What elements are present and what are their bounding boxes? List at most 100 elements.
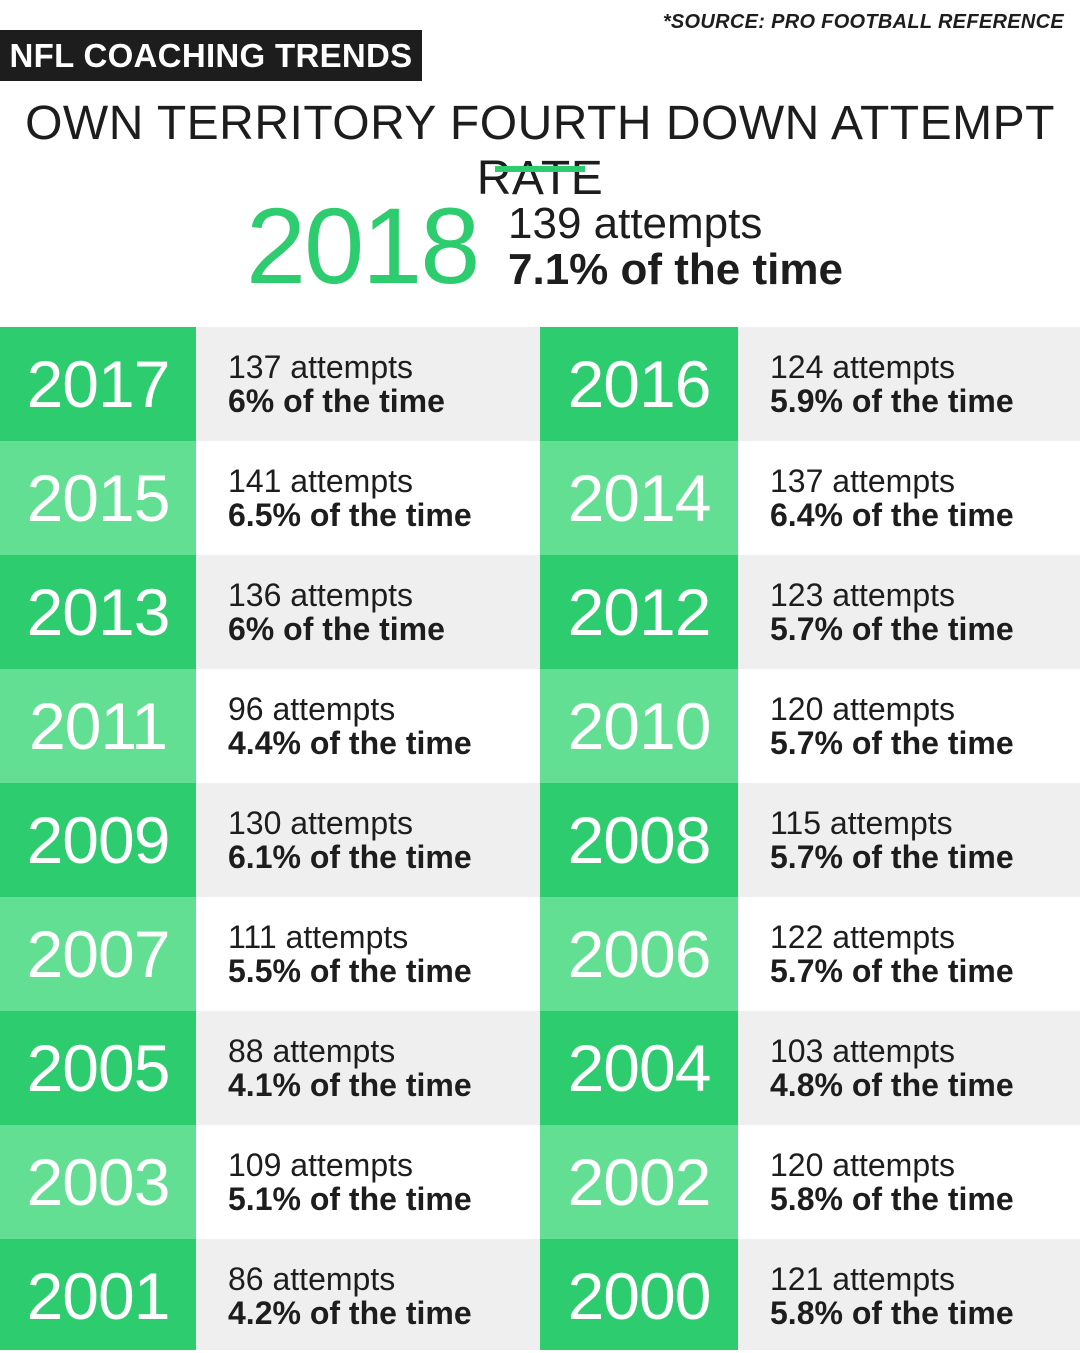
- season-year: 2008: [540, 783, 749, 897]
- season-year: 2017: [0, 327, 207, 441]
- season-card: 2012 123 attempts 5.7% of the time: [540, 555, 1080, 669]
- season-rate: 4.4% of the time: [228, 725, 472, 761]
- season-rate: 6.4% of the time: [770, 497, 1014, 533]
- featured-attempts: 139 attempts: [508, 199, 763, 248]
- season-card: 2011 96 attempts 4.4% of the time: [0, 669, 540, 783]
- season-rate: 6.1% of the time: [228, 839, 472, 875]
- season-card: 2014 137 attempts 6.4% of the time: [540, 441, 1080, 555]
- season-stats: 115 attempts 5.7% of the time: [738, 783, 1080, 897]
- season-attempts: 88 attempts: [228, 1033, 396, 1069]
- season-rate: 5.7% of the time: [770, 725, 1014, 761]
- season-row: 2007 111 attempts 5.5% of the time 2006 …: [0, 897, 1080, 1011]
- season-attempts: 121 attempts: [770, 1261, 955, 1297]
- season-attempts: 141 attempts: [228, 463, 413, 499]
- season-rate: 5.7% of the time: [770, 839, 1014, 875]
- season-rate: 4.2% of the time: [228, 1295, 472, 1331]
- season-year: 2000: [540, 1239, 749, 1350]
- season-rate: 5.1% of the time: [228, 1181, 472, 1217]
- season-row: 2001 86 attempts 4.2% of the time 2000 1…: [0, 1239, 1080, 1350]
- season-year: 2015: [0, 441, 207, 555]
- season-attempts: 136 attempts: [228, 577, 413, 613]
- season-stats: 123 attempts 5.7% of the time: [738, 555, 1080, 669]
- season-stats: 122 attempts 5.7% of the time: [738, 897, 1080, 1011]
- season-card: 2002 120 attempts 5.8% of the time: [540, 1125, 1080, 1239]
- season-stats: 111 attempts 5.5% of the time: [196, 897, 540, 1011]
- season-attempts: 86 attempts: [228, 1261, 396, 1297]
- season-stats: 88 attempts 4.1% of the time: [196, 1011, 540, 1125]
- season-card: 2015 141 attempts 6.5% of the time: [0, 441, 540, 555]
- season-card: 2017 137 attempts 6% of the time: [0, 327, 540, 441]
- season-card: 2004 103 attempts 4.8% of the time: [540, 1011, 1080, 1125]
- featured-season: 2018 139 attempts 7.1% of the time: [0, 186, 1080, 306]
- season-rate: 6.5% of the time: [228, 497, 472, 533]
- season-attempts: 130 attempts: [228, 805, 413, 841]
- season-year: 2004: [540, 1011, 749, 1125]
- season-row: 2003 109 attempts 5.1% of the time 2002 …: [0, 1125, 1080, 1239]
- season-attempts: 120 attempts: [770, 1147, 955, 1183]
- season-attempts: 124 attempts: [770, 349, 955, 385]
- season-row: 2011 96 attempts 4.4% of the time 2010 1…: [0, 669, 1080, 783]
- season-attempts: 122 attempts: [770, 919, 955, 955]
- season-year: 2003: [0, 1125, 207, 1239]
- season-year: 2007: [0, 897, 207, 1011]
- season-grid: 2017 137 attempts 6% of the time 2016 12…: [0, 327, 1080, 1350]
- season-rate: 6% of the time: [228, 611, 445, 647]
- season-year: 2013: [0, 555, 207, 669]
- season-stats: 141 attempts 6.5% of the time: [196, 441, 540, 555]
- season-rate: 6% of the time: [228, 383, 445, 419]
- source-note: *SOURCE: PRO FOOTBALL REFERENCE: [662, 11, 1064, 33]
- season-stats: 120 attempts 5.7% of the time: [738, 669, 1080, 783]
- season-year: 2002: [540, 1125, 749, 1239]
- season-year: 2005: [0, 1011, 207, 1125]
- season-card: 2010 120 attempts 5.7% of the time: [540, 669, 1080, 783]
- season-stats: 86 attempts 4.2% of the time: [196, 1239, 540, 1350]
- season-row: 2009 130 attempts 6.1% of the time 2008 …: [0, 783, 1080, 897]
- season-attempts: 115 attempts: [770, 805, 953, 841]
- season-card: 2006 122 attempts 5.7% of the time: [540, 897, 1080, 1011]
- season-year: 2012: [540, 555, 749, 669]
- season-row: 2005 88 attempts 4.1% of the time 2004 1…: [0, 1011, 1080, 1125]
- season-rate: 4.8% of the time: [770, 1067, 1014, 1103]
- season-year: 2014: [540, 441, 749, 555]
- season-stats: 137 attempts 6% of the time: [196, 327, 540, 441]
- season-attempts: 120 attempts: [770, 691, 955, 727]
- season-stats: 136 attempts 6% of the time: [196, 555, 540, 669]
- season-card: 2001 86 attempts 4.2% of the time: [0, 1239, 540, 1350]
- category-tag: NFL COACHING TRENDS: [0, 30, 422, 81]
- page-title: OWN TERRITORY FOURTH DOWN ATTEMPT RATE: [25, 97, 1055, 205]
- season-card: 2009 130 attempts 6.1% of the time: [0, 783, 540, 897]
- season-rate: 4.1% of the time: [228, 1067, 472, 1103]
- season-stats: 103 attempts 4.8% of the time: [738, 1011, 1080, 1125]
- season-attempts: 137 attempts: [770, 463, 955, 499]
- season-rate: 5.9% of the time: [770, 383, 1014, 419]
- season-rate: 5.8% of the time: [770, 1295, 1014, 1331]
- season-card: 2005 88 attempts 4.1% of the time: [0, 1011, 540, 1125]
- season-rate: 5.7% of the time: [770, 611, 1014, 647]
- season-stats: 120 attempts 5.8% of the time: [738, 1125, 1080, 1239]
- season-year: 2009: [0, 783, 207, 897]
- season-attempts: 103 attempts: [770, 1033, 955, 1069]
- season-card: 2000 121 attempts 5.8% of the time: [540, 1239, 1080, 1350]
- season-rate: 5.7% of the time: [770, 953, 1014, 989]
- title-divider: [495, 166, 585, 172]
- season-year: 2011: [0, 669, 207, 783]
- season-stats: 121 attempts 5.8% of the time: [738, 1239, 1080, 1350]
- season-card: 2003 109 attempts 5.1% of the time: [0, 1125, 540, 1239]
- season-attempts: 96 attempts: [228, 691, 396, 727]
- season-row: 2015 141 attempts 6.5% of the time 2014 …: [0, 441, 1080, 555]
- season-stats: 130 attempts 6.1% of the time: [196, 783, 540, 897]
- season-card: 2008 115 attempts 5.7% of the time: [540, 783, 1080, 897]
- season-card: 2016 124 attempts 5.9% of the time: [540, 327, 1080, 441]
- season-year: 2006: [540, 897, 749, 1011]
- season-attempts: 111 attempts: [228, 919, 409, 955]
- season-year: 2010: [540, 669, 749, 783]
- featured-year: 2018: [246, 185, 480, 306]
- season-stats: 109 attempts 5.1% of the time: [196, 1125, 540, 1239]
- season-row: 2013 136 attempts 6% of the time 2012 12…: [0, 555, 1080, 669]
- season-row: 2017 137 attempts 6% of the time 2016 12…: [0, 327, 1080, 441]
- season-year: 2016: [540, 327, 749, 441]
- featured-rate: 7.1% of the time: [508, 245, 843, 294]
- season-stats: 137 attempts 6.4% of the time: [738, 441, 1080, 555]
- season-rate: 5.8% of the time: [770, 1181, 1014, 1217]
- season-attempts: 137 attempts: [228, 349, 413, 385]
